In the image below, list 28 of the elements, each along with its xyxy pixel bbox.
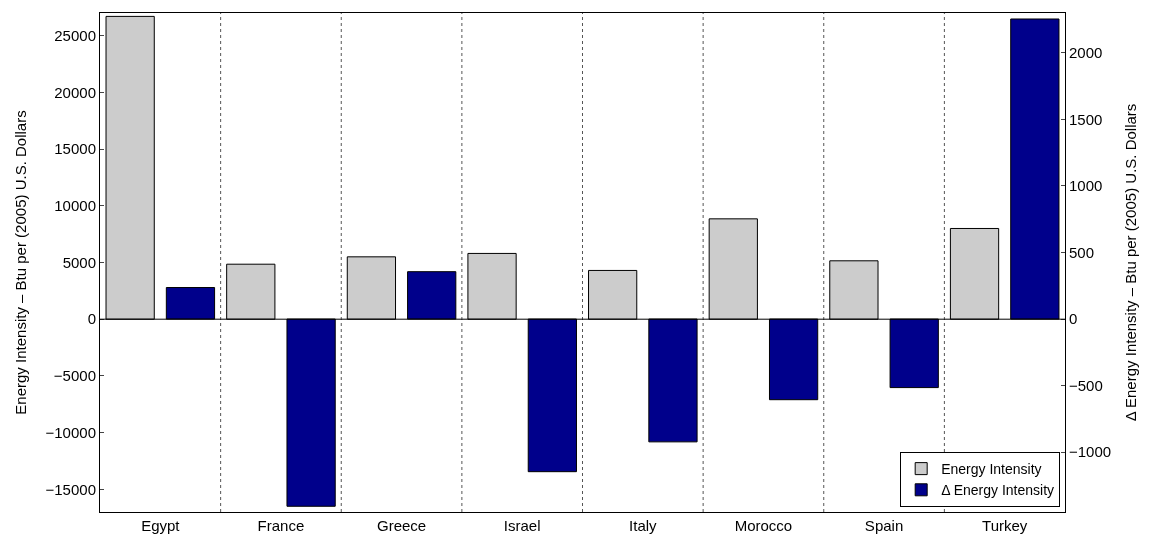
x-tick-label: Egypt (141, 517, 181, 534)
y-tick-label: 10000 (54, 197, 96, 215)
y2-tick-label: −500 (1069, 376, 1103, 394)
y-tick-label: 20000 (54, 83, 96, 101)
x-tick-label: Israel (503, 517, 541, 534)
x-tick-label: Spain (864, 517, 904, 534)
legend-label: Energy Intensity (941, 461, 1042, 478)
y-tick-label: 5000 (62, 253, 96, 271)
y-axis-title: Energy Intensity – Btu per (2005) U.S. Dollars (11, 110, 29, 415)
y-tick-label: 0 (87, 310, 96, 328)
y-tick-label: −15000 (45, 480, 96, 498)
y-tick-label: 15000 (54, 140, 96, 158)
y-tick-label: 25000 (54, 26, 96, 44)
y2-tick-label: 1500 (1069, 110, 1103, 128)
x-tick-label: Greece (376, 517, 427, 534)
legend-label: Δ Energy Intensity (941, 482, 1055, 499)
y2-tick-label: 1000 (1069, 177, 1103, 195)
x-tick-label: Morocco (734, 517, 793, 534)
y-tick-label: −5000 (53, 367, 96, 385)
x-tick-label: France (257, 517, 305, 534)
y2-axis-title: Δ Energy Intensity – Btu per (2005) U.S. Dollars (1122, 103, 1140, 422)
x-tick-label: Turkey (982, 517, 1028, 534)
y2-tick-label: 500 (1069, 243, 1095, 261)
y-tick-label: −10000 (45, 423, 96, 441)
x-tick-label: Italy (629, 517, 658, 534)
y2-tick-label: −1000 (1069, 443, 1112, 461)
y2-tick-label: 0 (1069, 310, 1078, 328)
y2-tick-label: 2000 (1069, 44, 1103, 62)
